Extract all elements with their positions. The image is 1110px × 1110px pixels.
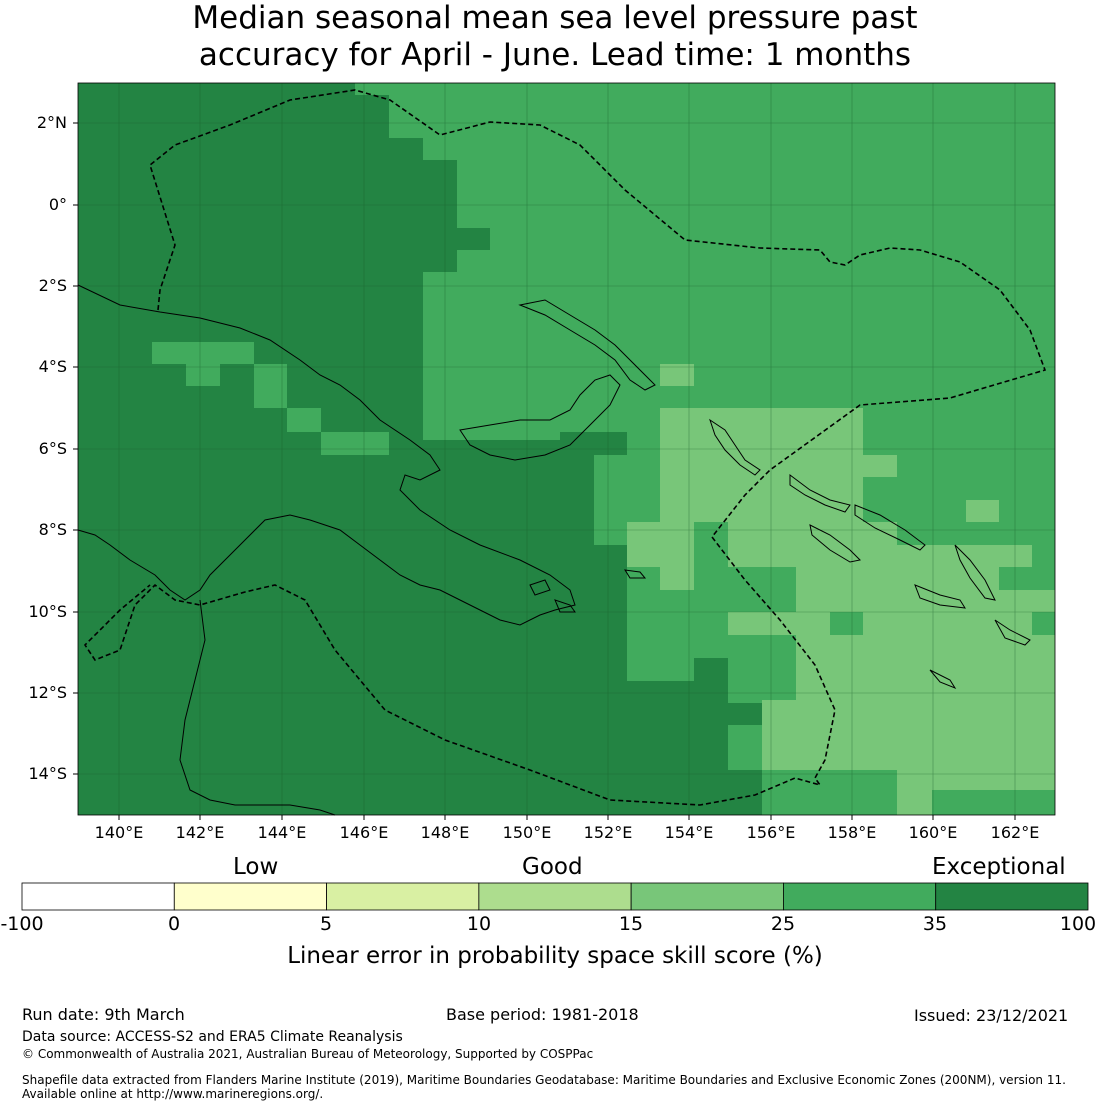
island-coast (529, 579, 551, 596)
colorbar-segment (21, 882, 175, 911)
lon-label: 150°E (502, 823, 552, 842)
lat-label: 4°S (38, 357, 67, 376)
colorbar-tick-label: 15 (618, 913, 644, 935)
lon-label: 158°E (827, 823, 877, 842)
skill-cell-fair (660, 364, 694, 386)
run-date: Run date: 9th March (22, 1005, 185, 1024)
colorbar-segment (783, 882, 937, 911)
eez-boundary-png (83, 89, 1047, 806)
shapefile-credit-line-2: Available online at http://www.marinereg… (22, 1087, 324, 1101)
colorbar-segment (935, 882, 1089, 911)
skill-region-good-west (152, 342, 389, 455)
shapefile-credit-line-1: Shapefile data extracted from Flanders M… (22, 1073, 1066, 1087)
colorbar-tick-label: 10 (466, 913, 492, 935)
colorbar (21, 882, 1089, 911)
lat-label: 6°S (38, 439, 67, 458)
map-title-line-1: Median seasonal mean sea level pressure … (192, 0, 918, 36)
lon-label: 146°E (339, 823, 389, 842)
lat-label: 2°S (38, 276, 67, 295)
issued-date: Issued: 23/12/2021 (914, 1006, 1069, 1025)
island-coast (929, 669, 957, 690)
skill-cell-dark (728, 703, 762, 725)
lon-label: 154°E (664, 823, 714, 842)
lon-label: 152°E (583, 823, 633, 842)
data-source: Data source: ACCESS-S2 and ERA5 Climate … (22, 1029, 403, 1045)
island-coast (554, 599, 576, 613)
new-britain-coast (459, 374, 621, 461)
lon-label: 160°E (908, 823, 958, 842)
axis-ticks (73, 122, 1016, 820)
colorbar-segment (173, 882, 327, 911)
colorbar-segment (478, 882, 632, 911)
island-coast (624, 569, 647, 579)
skill-cell-good (694, 522, 728, 545)
solomons-coast-1 (789, 474, 851, 513)
lat-label: 14°S (28, 764, 67, 783)
new-ireland-coast (518, 299, 656, 391)
copyright: © Commonwealth of Australia 2021, Austra… (22, 1047, 594, 1061)
lon-label: 148°E (420, 823, 470, 842)
colorbar-tick-label: 5 (319, 913, 333, 935)
lat-label: 10°S (28, 602, 67, 621)
lon-label: 142°E (175, 823, 225, 842)
eez-boundary (83, 89, 1047, 806)
solomons-coast-3 (809, 524, 862, 563)
lon-label: 162°E (990, 823, 1040, 842)
lat-label: 12°S (28, 683, 67, 702)
coastlines (77, 284, 1031, 816)
lon-label: 140°E (94, 823, 144, 842)
solomons-coast-4 (914, 584, 966, 609)
solomons-coast-5 (954, 544, 996, 601)
skill-cell-good (830, 612, 863, 635)
gridlines (78, 83, 1055, 815)
lat-label: 0° (48, 195, 67, 214)
colorbar-tick-label: 35 (922, 913, 948, 935)
colorbar-title: Linear error in probability space skill … (287, 943, 823, 969)
lon-label: 144°E (257, 823, 307, 842)
island-coast (994, 619, 1031, 646)
colorbar-tick-label: 100 (1059, 913, 1097, 935)
legend-category-good: Good (522, 854, 583, 880)
lat-label: 8°S (38, 520, 67, 539)
colorbar-segment (630, 882, 784, 911)
solomons-coast-2 (854, 504, 926, 551)
legend-category-exceptional: Exceptional (932, 854, 1066, 880)
lat-label: 2°N (36, 113, 67, 132)
colorbar-tick-label: 25 (770, 913, 796, 935)
skill-cell-good (1032, 612, 1055, 635)
base-period: Base period: 1981-2018 (446, 1005, 639, 1024)
skill-cell-fair (966, 500, 999, 522)
bougainville-coast (709, 418, 761, 476)
new-guinea-coast (77, 284, 576, 626)
colorbar-tick-label: 0 (167, 913, 181, 935)
legend-category-low: Low (233, 854, 279, 880)
map-title-line-2: accuracy for April - June. Lead time: 1 … (198, 37, 912, 73)
lon-label: 156°E (746, 823, 796, 842)
colorbar-tick-label: -100 (0, 913, 44, 935)
cape-york-coast (179, 599, 336, 816)
colorbar-segment (326, 882, 480, 911)
